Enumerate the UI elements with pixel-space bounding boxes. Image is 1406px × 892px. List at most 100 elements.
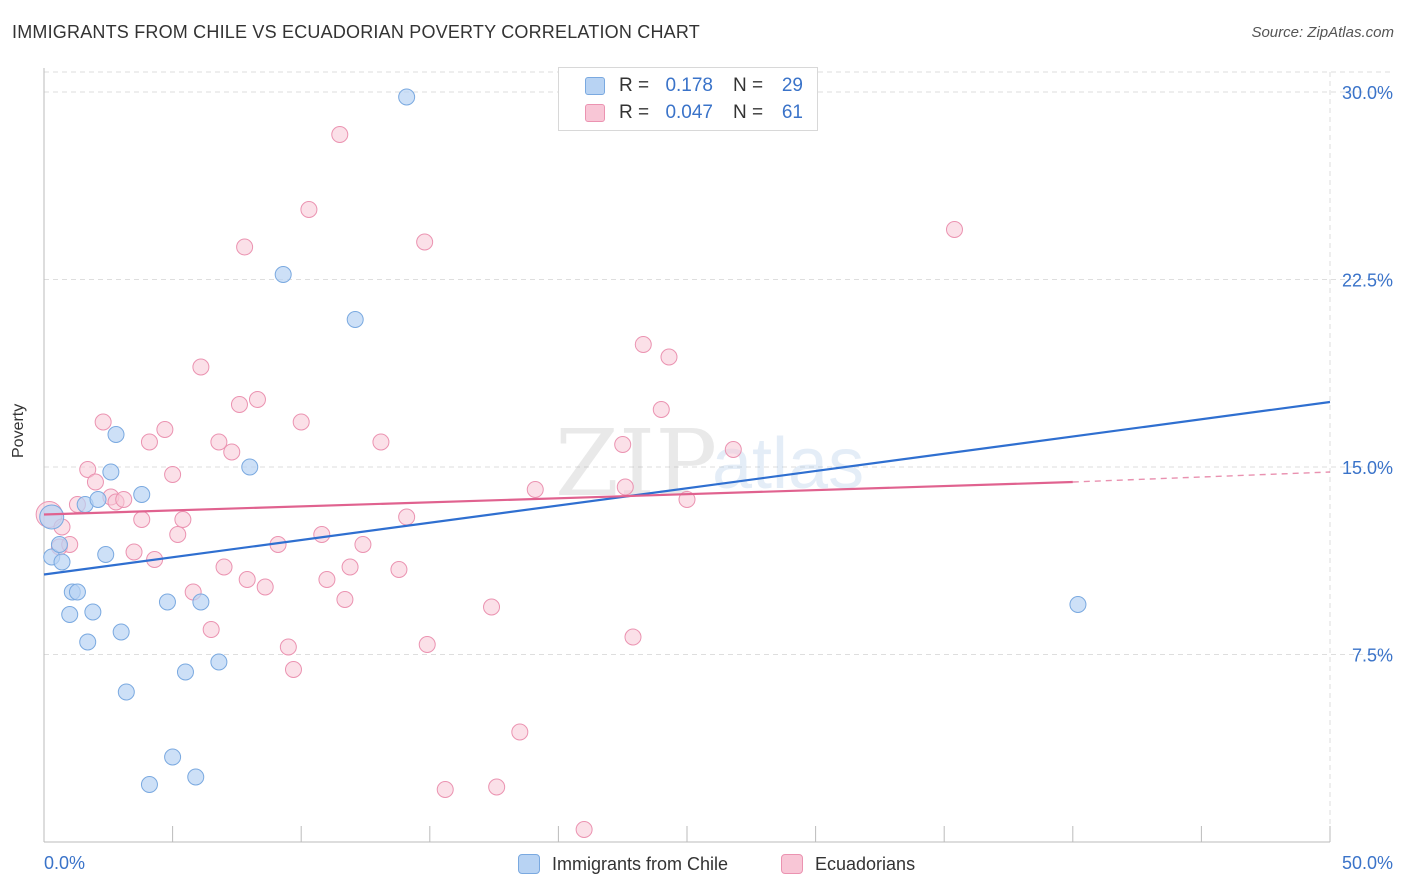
ecuadorians-point bbox=[284, 661, 302, 678]
ecuadorians-point bbox=[94, 413, 112, 431]
ecuadorians-point bbox=[660, 348, 678, 366]
ecuadorians-point bbox=[678, 491, 696, 508]
x-tick-label: 0.0% bbox=[44, 853, 85, 873]
chile-point bbox=[39, 504, 65, 530]
ecuadorians-point bbox=[945, 221, 963, 238]
ecuadorians-point bbox=[156, 421, 174, 438]
ecuadorians-point bbox=[230, 396, 248, 413]
series-swatch-chile bbox=[518, 854, 540, 874]
series-label-ecuadorians: Ecuadorians bbox=[815, 853, 916, 874]
legend-swatch-ecuadorians bbox=[585, 104, 605, 122]
chile-point bbox=[102, 463, 120, 481]
y-tick-label: 22.5% bbox=[1342, 271, 1393, 291]
series-legend-ecuadorians: Ecuadorians bbox=[781, 851, 915, 877]
legend-n-value-ecuadorians: 61 bbox=[781, 102, 803, 123]
legend-n-label: N = bbox=[733, 75, 764, 96]
ecuadorians-point bbox=[169, 526, 187, 543]
ecuadorians-point bbox=[313, 526, 331, 543]
chile-point bbox=[68, 583, 86, 601]
ecuadorians-point bbox=[133, 511, 151, 528]
ecuadorians-point bbox=[526, 481, 544, 498]
ecuadorians-point bbox=[724, 441, 742, 458]
ecuadorians-point bbox=[164, 466, 182, 483]
ecuadorians-point bbox=[616, 478, 634, 496]
ecuadorians-point bbox=[140, 433, 158, 451]
chile-point bbox=[107, 426, 125, 443]
legend-r-label: R = bbox=[619, 75, 650, 96]
chile-points bbox=[39, 88, 1087, 793]
ecuadorians-trend-line bbox=[43, 480, 1073, 516]
chile-point bbox=[97, 546, 115, 563]
chile-point bbox=[112, 623, 130, 641]
ecuadorians-point bbox=[652, 401, 670, 418]
series-label-chile: Immigrants from Chile bbox=[552, 853, 729, 874]
chart-title: IMMIGRANTS FROM CHILE VS ECUADORIAN POVE… bbox=[12, 22, 700, 42]
chile-point bbox=[241, 458, 259, 476]
ecuadorians-point bbox=[398, 508, 416, 526]
ecuadorians-point bbox=[341, 558, 359, 576]
ecuadorians-point bbox=[248, 391, 266, 408]
chile-point bbox=[398, 88, 416, 106]
chile-point bbox=[50, 536, 68, 553]
ecuadorians-point bbox=[292, 413, 310, 431]
ecuadorians-point bbox=[86, 473, 104, 491]
correlation-legend: R = 0.178 N = 29 R = 0.047 N = 61 bbox=[558, 67, 818, 131]
trend-lines bbox=[43, 400, 1331, 576]
chile-point bbox=[133, 486, 151, 503]
ecuadorians-point bbox=[318, 571, 336, 588]
chile-point bbox=[187, 768, 205, 786]
series-swatch-ecuadorians bbox=[781, 854, 803, 874]
ecuadorians-point bbox=[125, 543, 143, 561]
ecuadorians-point bbox=[192, 358, 210, 376]
chile-point bbox=[158, 593, 176, 611]
chile-point bbox=[79, 633, 97, 651]
ecuadorians-point bbox=[372, 433, 390, 451]
ecuadorians-point bbox=[614, 436, 632, 453]
ecuadorians-point bbox=[210, 433, 228, 451]
ecuadorians-point bbox=[238, 571, 256, 588]
ecuadorians-point bbox=[488, 778, 506, 796]
ecuadorians-point bbox=[354, 536, 372, 553]
chile-point bbox=[89, 491, 107, 508]
ecuadorians-point bbox=[575, 821, 593, 838]
legend-n-label: N = bbox=[733, 102, 764, 123]
legend-r-value-chile: 0.178 bbox=[665, 75, 713, 96]
legend-row-chile: R = 0.178 N = 29 bbox=[585, 74, 803, 98]
source-credit: Source: ZipAtlas.com bbox=[1251, 24, 1394, 41]
ecuadorians-point bbox=[236, 238, 254, 256]
chile-point bbox=[192, 593, 210, 611]
ecuadorians-point bbox=[223, 443, 241, 461]
chile-trend-line bbox=[43, 400, 1331, 576]
chile-point bbox=[346, 311, 364, 328]
legend-n-value-chile: 29 bbox=[781, 75, 803, 96]
y-tick-label: 30.0% bbox=[1342, 83, 1393, 103]
ecuadorians-point bbox=[202, 621, 220, 638]
chile-point bbox=[84, 603, 102, 621]
legend-row-ecuadorians: R = 0.047 N = 61 bbox=[585, 101, 803, 125]
chile-point bbox=[176, 663, 194, 681]
ecuadorians-point bbox=[115, 491, 133, 508]
ecuadorians-trend-extension bbox=[1072, 471, 1331, 483]
tick-labels: 7.5% 15.0% 22.5% 30.0% 0.0% 50.0% bbox=[44, 83, 1393, 873]
ecuadorians-point bbox=[300, 201, 318, 218]
ecuadorians-point bbox=[416, 233, 434, 251]
ecuadorians-point bbox=[483, 598, 501, 616]
ecuadorians-point bbox=[331, 126, 349, 143]
ecuadorians-point bbox=[634, 336, 652, 353]
ecuadorians-point bbox=[418, 636, 436, 653]
ecuadorians-point bbox=[624, 628, 642, 646]
ecuadorians-point bbox=[436, 781, 454, 798]
x-tick-label: 50.0% bbox=[1342, 853, 1393, 873]
ecuadorians-point bbox=[174, 511, 192, 528]
chile-point bbox=[274, 266, 292, 283]
ecuadorians-point bbox=[215, 558, 233, 576]
chile-point bbox=[117, 683, 135, 701]
chile-point bbox=[140, 776, 158, 793]
axes bbox=[43, 68, 1331, 843]
y-tick-label: 7.5% bbox=[1352, 646, 1393, 666]
chile-point bbox=[164, 748, 182, 766]
legend-r-label: R = bbox=[619, 102, 650, 123]
chile-point bbox=[53, 553, 71, 571]
chile-point bbox=[210, 653, 228, 671]
